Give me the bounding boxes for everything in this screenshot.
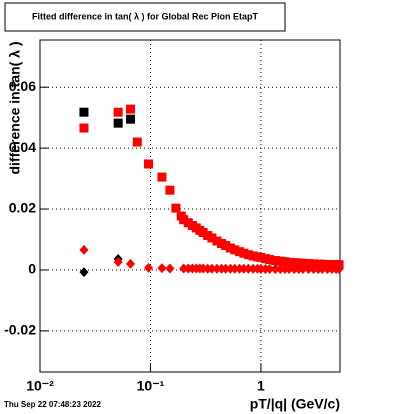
timestamp: Thu Sep 22 07:48:23 2022 <box>4 400 101 409</box>
data-point <box>230 245 240 255</box>
data-point <box>79 107 89 117</box>
x-tick-label: 10⁻² <box>26 378 54 394</box>
data-point <box>143 159 153 169</box>
data-point <box>126 114 136 124</box>
data-point <box>143 262 153 273</box>
data-point <box>221 263 231 274</box>
data-point <box>179 263 189 274</box>
data-point <box>179 215 189 225</box>
data-point <box>256 264 266 275</box>
data-point <box>239 248 249 258</box>
data-point <box>243 263 253 274</box>
data-point <box>298 264 308 275</box>
y-tick-label: 0.04 <box>9 139 36 155</box>
data-point <box>322 264 332 275</box>
data-point <box>79 123 89 133</box>
data-point <box>207 263 217 274</box>
data-point <box>207 233 217 243</box>
data-point <box>289 264 299 275</box>
data-point <box>113 257 123 268</box>
data-point <box>309 259 319 269</box>
data-point <box>126 258 136 269</box>
data-point <box>275 256 285 266</box>
data-point <box>304 264 314 275</box>
data-point <box>270 256 280 266</box>
y-tick-label: 0 <box>28 261 36 277</box>
data-point <box>165 263 175 274</box>
data-point <box>113 107 123 117</box>
x-axis-label: pT/|q| (GeV/c) <box>250 396 340 412</box>
title-box <box>4 2 286 32</box>
data-point <box>126 104 136 114</box>
data-point <box>79 267 89 278</box>
data-point <box>212 236 222 246</box>
data-point <box>79 244 89 255</box>
x-tick-label: 10⁻¹ <box>137 378 165 394</box>
data-point <box>265 264 275 275</box>
data-point <box>113 118 123 128</box>
data-point <box>304 259 314 269</box>
data-point <box>165 185 175 195</box>
y-tick-label: 0.06 <box>9 78 36 94</box>
x-tick-label: 1 <box>257 378 265 394</box>
data-point <box>239 263 249 274</box>
data-point <box>221 241 231 251</box>
data-point <box>309 264 319 275</box>
y-tick-label: 0.02 <box>9 200 36 216</box>
data-point <box>157 263 167 274</box>
y-axis-label: difference in tan( λ ) <box>7 41 23 174</box>
data-point <box>265 255 275 265</box>
data-point <box>298 258 308 268</box>
data-point <box>334 264 344 275</box>
data-point <box>198 227 208 237</box>
data-point <box>289 258 299 268</box>
chart-title: Fitted difference in tan( λ ) for Global… <box>32 11 259 21</box>
data-point <box>284 264 294 275</box>
data-point <box>256 252 266 262</box>
data-point <box>243 250 253 260</box>
y-tick-label: -0.02 <box>4 322 36 338</box>
data-point <box>157 172 167 182</box>
data-point <box>284 257 294 267</box>
data-point <box>132 137 142 147</box>
data-point <box>275 264 285 275</box>
data-point <box>171 203 181 213</box>
data-point <box>212 263 222 274</box>
data-point <box>230 263 240 274</box>
plot-frame <box>39 39 341 373</box>
data-point <box>270 264 280 275</box>
data-point <box>317 264 327 275</box>
